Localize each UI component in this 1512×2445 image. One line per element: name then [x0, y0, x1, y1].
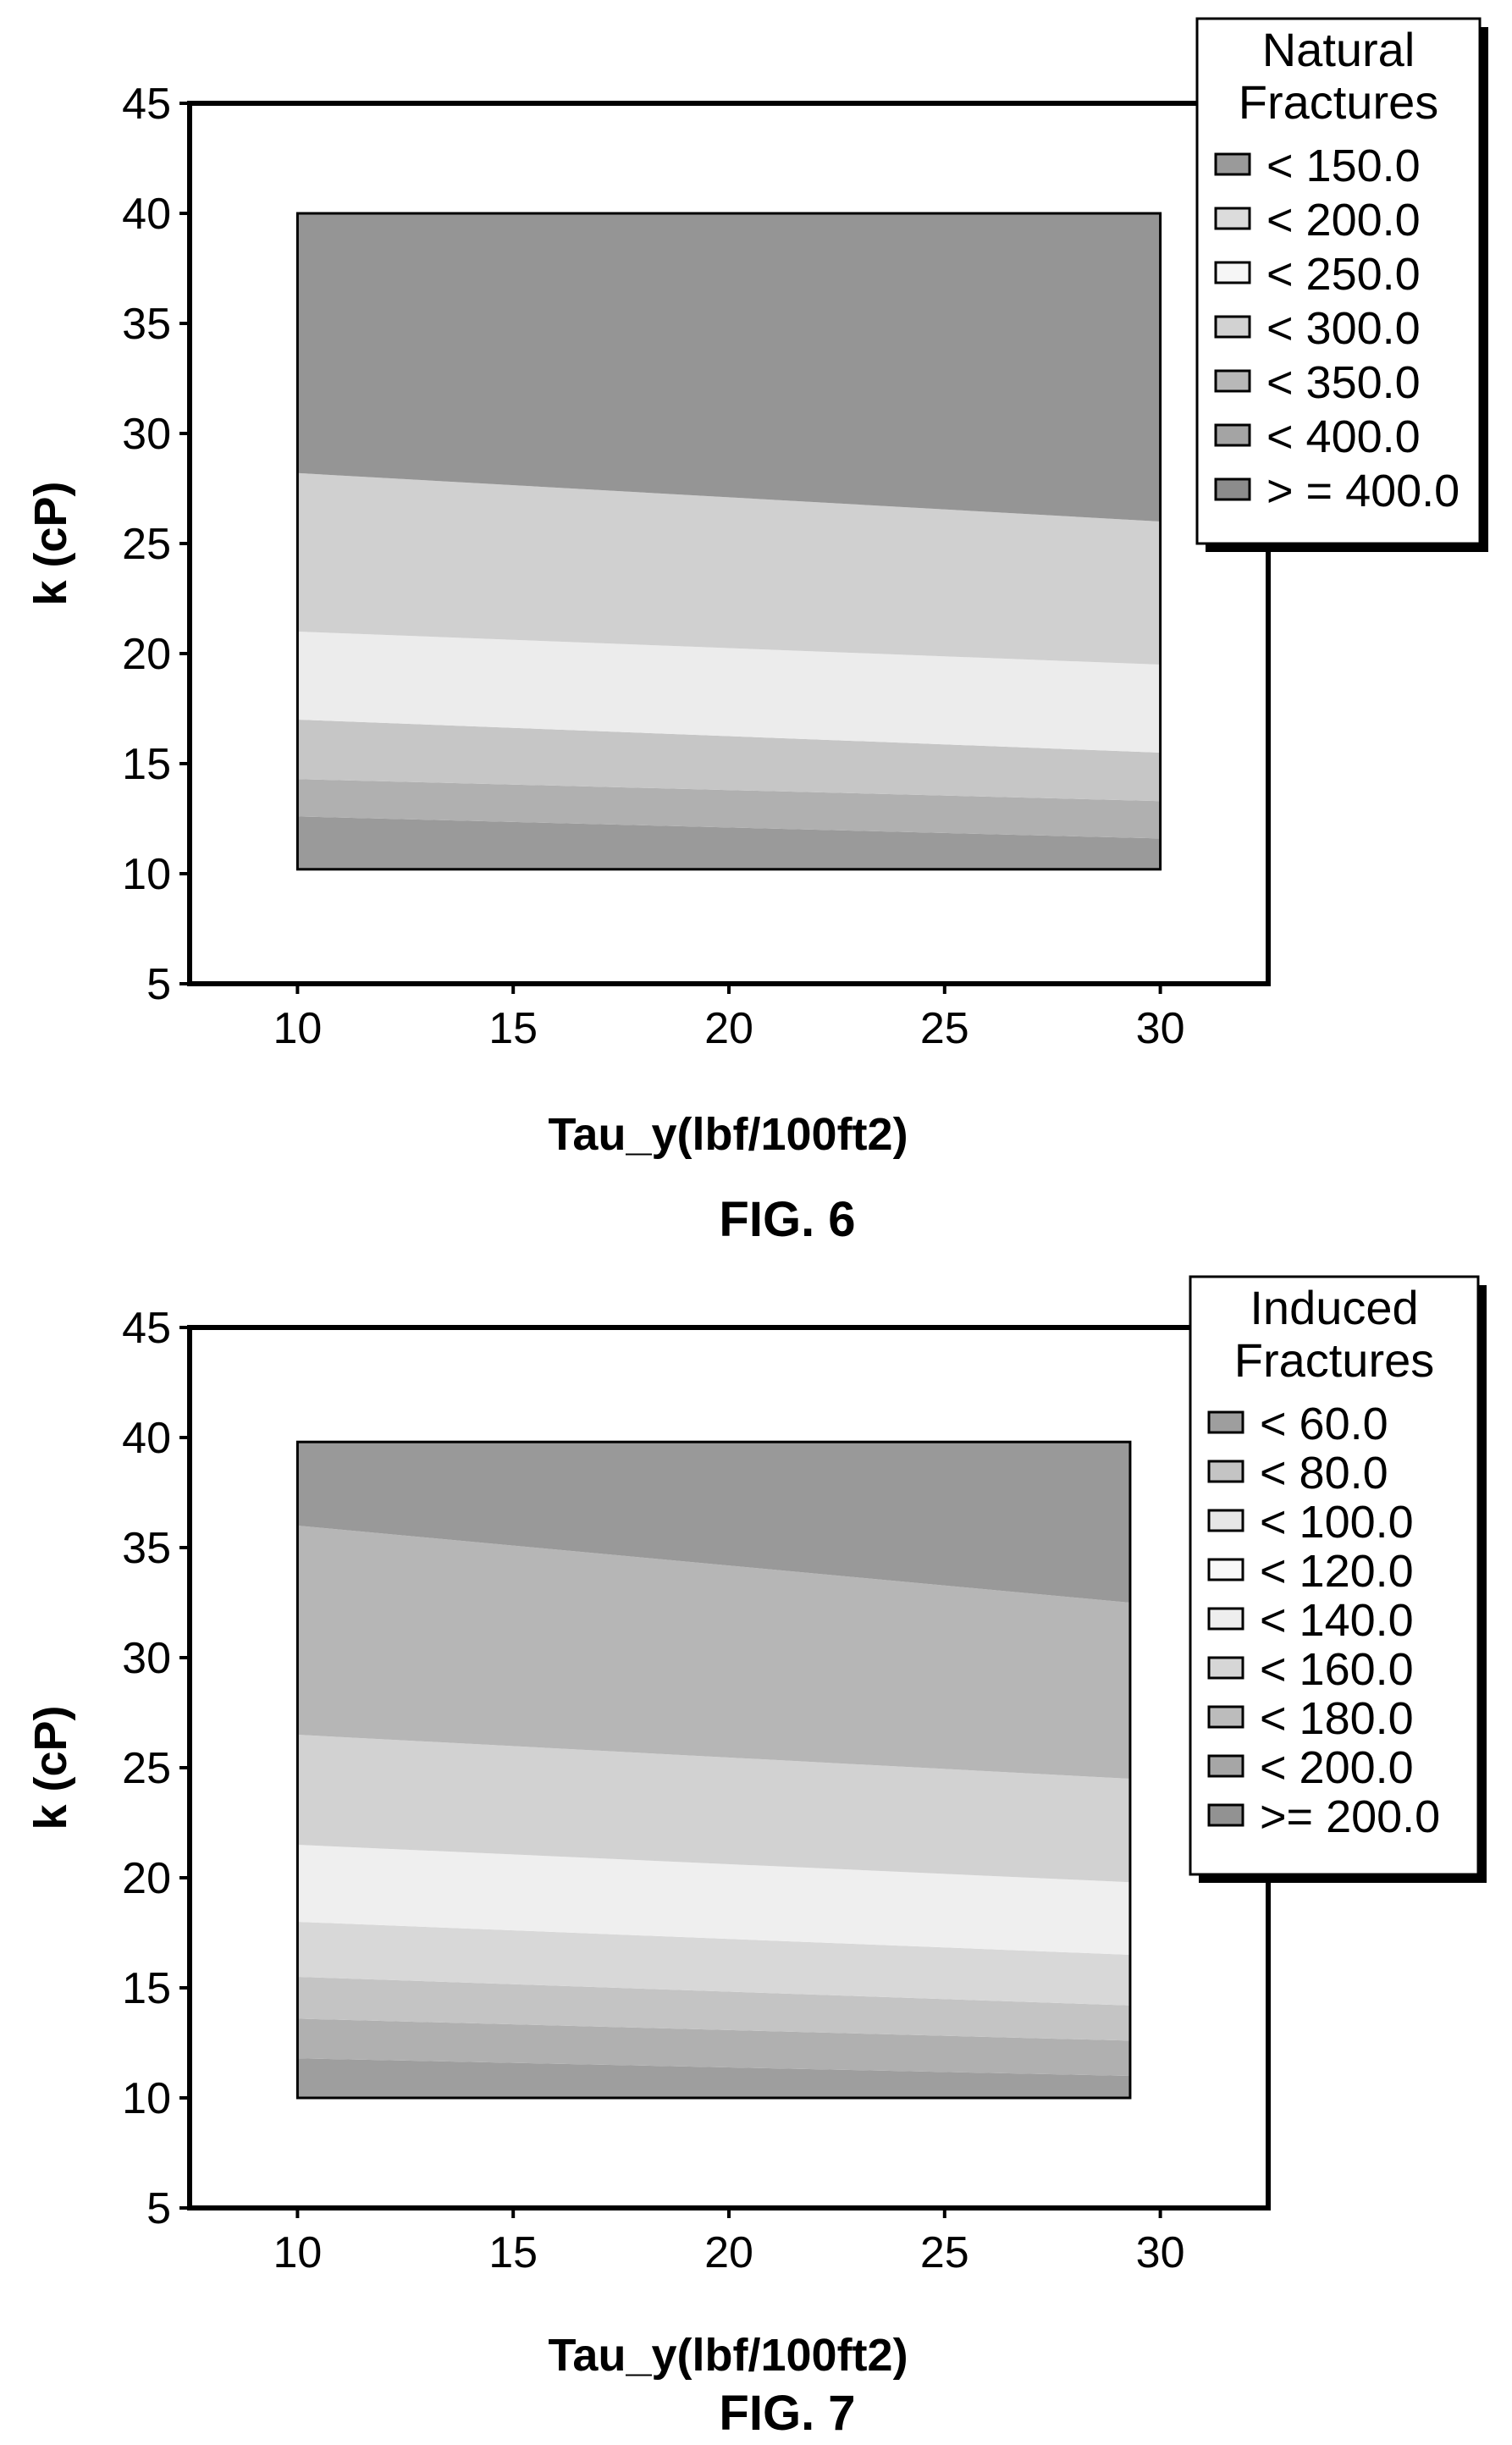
fig6-x-tick-label: 30	[1136, 1004, 1185, 1053]
fig6-legend-label: < 400.0	[1266, 411, 1421, 462]
fig7-legend-swatch	[1207, 1803, 1244, 1827]
fig6-legend-label: < 350.0	[1266, 357, 1421, 408]
fig7-legend-entries: < 60.0< 80.0< 100.0< 120.0< 140.0< 160.0…	[1207, 1399, 1440, 1842]
fig7-x-axis: 10 15 20 25 30	[273, 2208, 1185, 2277]
fig7-y-tick-label: 45	[122, 1304, 171, 1353]
fig6-y-tick-label: 35	[122, 300, 171, 349]
fig7-data-region-border	[295, 1440, 1132, 2100]
fig6-y-tick-label: 25	[122, 520, 171, 569]
fig7-y-tick-label: 30	[122, 1634, 171, 1683]
fig7-y-tick-label: 15	[122, 1964, 171, 2013]
fig6-x-axis: 10 15 20 25 30	[273, 984, 1185, 1053]
fig6-y-axis: 5 10 15 20 25 30 35 40 45	[122, 80, 190, 1009]
fig7-x-tick-label: 15	[488, 2228, 538, 2277]
fig6-panel: 5 10 15 20 25 30 35 40 45 10 15 20 25 30 k (cP) Tau_…	[25, 17, 1488, 1247]
fig7-legend-label: < 80.0	[1260, 1448, 1388, 1498]
fig7-y-tick-label: 20	[122, 1854, 171, 1903]
fig6-y-tick-label: 5	[146, 960, 171, 1009]
fig6-legend-swatch	[1214, 152, 1251, 176]
fig6-caption: FIG. 6	[719, 1192, 855, 1247]
fig6-legend-swatch	[1214, 369, 1251, 393]
fig7-heatmap-bands	[297, 1442, 1130, 2098]
fig7-band-1	[297, 2018, 1130, 2076]
fig6-legend: Natural Fractures < 150.0< 200.0< 250.0<…	[1195, 17, 1488, 552]
fig7-y-tick-label: 35	[122, 1524, 171, 1573]
fig6-band-2	[297, 720, 1161, 802]
fig6-legend-label: < 300.0	[1266, 303, 1421, 354]
fig6-data-region-border	[295, 212, 1162, 871]
fig6-y-tick-label: 10	[122, 850, 171, 899]
fig7-band-0	[297, 2058, 1130, 2098]
fig7-band-2	[297, 1977, 1130, 2041]
fig6-x-axis-label: Tau_y(lbf/100ft2)	[548, 1109, 908, 1160]
fig6-legend-entries: < 150.0< 200.0< 250.0< 300.0< 350.0< 400…	[1214, 141, 1460, 516]
fig7-legend-label: < 200.0	[1260, 1742, 1414, 1793]
fig7-legend-swatch	[1207, 1705, 1244, 1729]
fig7-band-3	[297, 1922, 1130, 2006]
fig7-legend-label: < 120.0	[1260, 1546, 1414, 1597]
fig7-legend-label: < 160.0	[1260, 1644, 1414, 1695]
fig6-y-tick-label: 45	[122, 80, 171, 129]
fig7-y-tick-label: 5	[146, 2184, 171, 2233]
fig6-y-axis-label: k (cP)	[25, 481, 76, 605]
fig6-legend-label: > = 400.0	[1266, 466, 1460, 516]
fig7-y-tick-label: 25	[122, 1744, 171, 1793]
fig7-band-4	[297, 1845, 1130, 1955]
fig7-x-tick-label: 30	[1136, 2228, 1185, 2277]
fig6-band-1	[297, 779, 1161, 839]
fig6-x-tick-label: 15	[488, 1004, 538, 1053]
fig6-legend-swatch	[1214, 261, 1251, 284]
fig7-x-tick-label: 25	[920, 2228, 969, 2277]
fig6-heatmap-bands	[297, 213, 1161, 869]
fig6-x-tick-label: 10	[273, 1004, 322, 1053]
fig7-legend-swatch	[1207, 1607, 1244, 1631]
fig6-legend-label: < 200.0	[1266, 195, 1421, 246]
fig7-y-tick-label: 40	[122, 1414, 171, 1463]
fig7-legend-swatch	[1207, 1558, 1244, 1581]
fig6-band-5	[297, 213, 1161, 522]
fig6-legend-label: < 150.0	[1266, 141, 1421, 191]
fig6-band-4	[297, 472, 1161, 665]
fig6-y-tick-label: 30	[122, 410, 171, 459]
fig6-band-0	[297, 816, 1161, 869]
fig7-legend-label: >= 200.0	[1260, 1791, 1440, 1842]
fig6-y-tick-label: 40	[122, 190, 171, 239]
fig7-legend-title-line-1: Induced	[1250, 1281, 1418, 1334]
fig7-legend-label: < 100.0	[1260, 1497, 1414, 1548]
fig7-legend-swatch	[1207, 1460, 1244, 1483]
fig6-x-tick-label: 20	[704, 1004, 753, 1053]
fig7-legend-label: < 140.0	[1260, 1595, 1414, 1646]
fig7-y-axis: 5 10 15 20 25 30 35 40 45	[122, 1304, 190, 2233]
fig6-legend-swatch	[1214, 207, 1251, 230]
fig6-legend-swatch	[1214, 315, 1251, 339]
fig7-band-6	[297, 1526, 1130, 1779]
fig7-legend-label: < 60.0	[1260, 1399, 1388, 1449]
fig7-legend: Induced Fractures < 60.0< 80.0< 100.0< 1…	[1189, 1275, 1487, 1883]
fig6-legend-title-line-2: Fractures	[1239, 75, 1439, 129]
fig7-legend-label: < 180.0	[1260, 1693, 1414, 1744]
fig6-band-3	[297, 632, 1161, 753]
fig6-legend-swatch	[1214, 477, 1251, 501]
fig6-legend-label: < 250.0	[1266, 249, 1421, 300]
fig7-y-tick-label: 10	[122, 2074, 171, 2123]
fig6-y-tick-label: 15	[122, 740, 171, 789]
fig7-legend-title-line-2: Fractures	[1234, 1333, 1435, 1387]
fig7-band-7	[297, 1442, 1130, 1603]
fig6-x-tick-label: 25	[920, 1004, 969, 1053]
fig7-panel: 5 10 15 20 25 30 35 40 45 10 15 20 25 30 k (cP) Tau_…	[25, 1275, 1487, 2441]
fig6-legend-title-line-1: Natural	[1262, 23, 1415, 76]
fig7-legend-swatch	[1207, 1410, 1244, 1434]
fig7-band-5	[297, 1735, 1130, 1883]
fig7-y-axis-label: k (cP)	[25, 1705, 76, 1830]
fig7-x-tick-label: 20	[704, 2228, 753, 2277]
fig7-legend-swatch	[1207, 1754, 1244, 1778]
fig7-caption: FIG. 7	[719, 2386, 855, 2441]
fig6-legend-swatch	[1214, 423, 1251, 447]
fig7-legend-swatch	[1207, 1509, 1244, 1532]
fig6-y-tick-label: 20	[122, 630, 171, 679]
fig7-x-tick-label: 10	[273, 2228, 322, 2277]
fig7-x-axis-label: Tau_y(lbf/100ft2)	[548, 2330, 908, 2381]
fig7-legend-swatch	[1207, 1656, 1244, 1680]
